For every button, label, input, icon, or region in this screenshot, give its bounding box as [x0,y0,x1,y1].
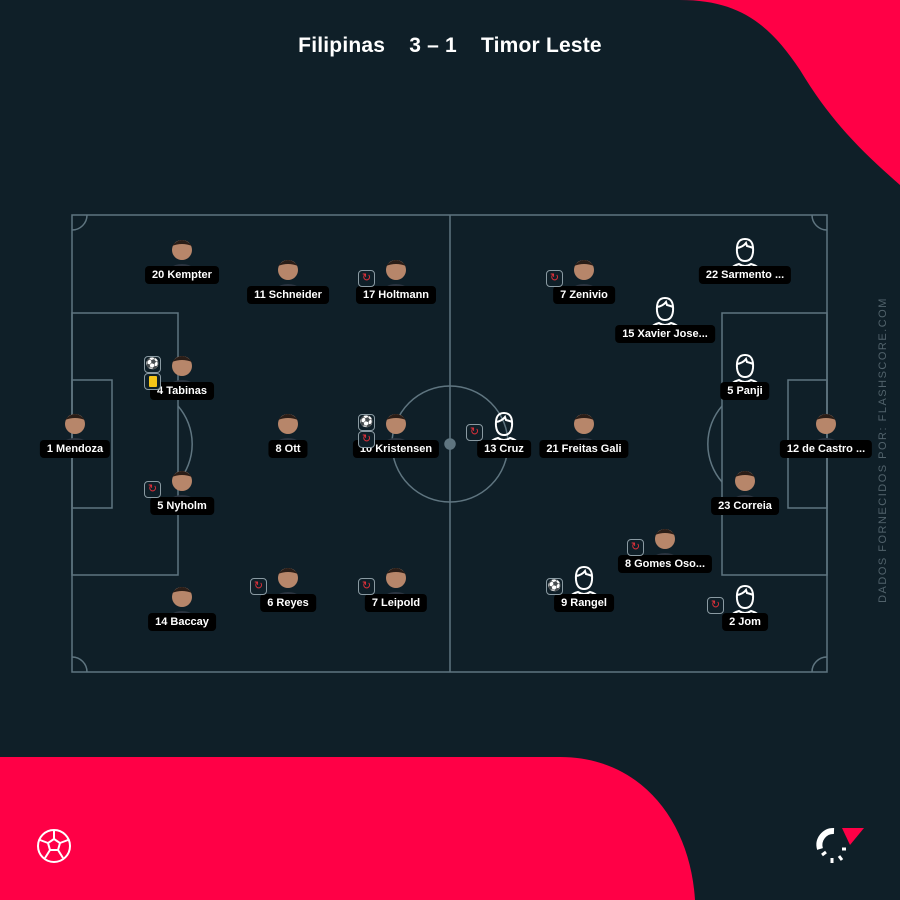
player-label: 5 Panji [720,382,770,400]
player-label: 11 Schneider [247,286,329,304]
player-label: 7 Zenivio [553,286,615,304]
player-label: 20 Kempter [145,266,219,284]
substitution-icon: ↻ [627,539,644,556]
substitution-icon: ↻ [250,578,267,595]
player-label: 17 Holtmann [355,286,437,304]
substitution-icon: ↻ [546,270,563,287]
goal-icon: ⚽ [546,578,563,595]
player-label: 8 Gomes Oso... [617,555,713,573]
goal-icon: ⚽ [144,356,161,373]
player-label: 4 Tabinas [150,382,214,400]
player-label: 15 Xavier Jose... [615,325,715,343]
substitution-icon: ↻ [466,424,483,441]
substitution-icon: ↻ [358,431,375,448]
player-label: 23 Correia [711,497,779,515]
football-icon [37,829,71,863]
player-label: 9 Rangel [554,594,614,612]
data-credit: DADOS FORNECIDOS POR: FLASHSCORE.COM [877,297,889,603]
away-team: Timor Leste [480,34,602,57]
substitution-icon: ↻ [358,578,375,595]
flashscore-logo [816,828,864,863]
substitution-icon: ↻ [707,597,724,614]
score: 3 – 1 [409,34,457,57]
player-label: 13 Cruz [477,440,531,458]
player-label: 12 de Castro ... [779,440,873,458]
substitution-icon: ↻ [144,481,161,498]
player-label: 5 Nyholm [150,497,214,515]
player-label: 14 Baccay [148,613,216,631]
player-label: 7 Leipold [364,594,428,612]
home-team: Filipinas [298,34,386,57]
player-label: 2 Jom [722,613,768,631]
player-label: 6 Reyes [260,594,316,612]
player-label: 1 Mendoza [39,440,111,458]
substitution-icon: ↻ [358,270,375,287]
yellow-card-icon [144,373,161,390]
player-label: 22 Sarmento ... [698,266,792,284]
match-score-header: Filipinas 3 – 1 Timor Leste [0,34,900,58]
goal-icon: ⚽ [358,414,375,431]
player-label: 8 Ott [268,440,308,458]
player-label: 21 Freitas Gali [539,440,629,458]
